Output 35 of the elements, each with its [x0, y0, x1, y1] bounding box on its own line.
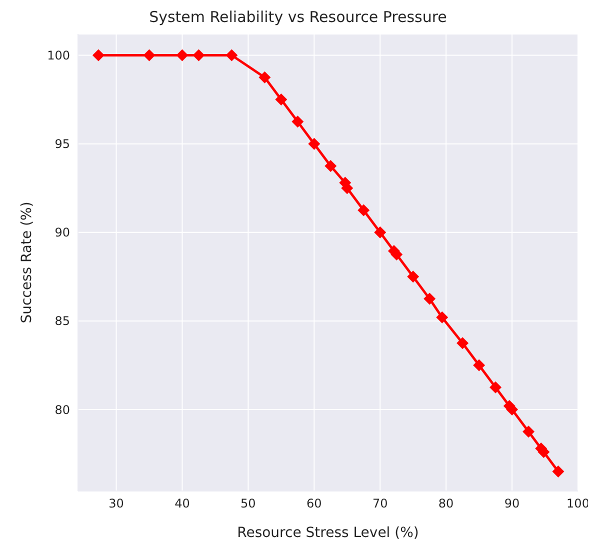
- x-tick-label: 60: [306, 496, 322, 511]
- y-tick-label: 90: [54, 226, 70, 240]
- point: [424, 292, 436, 305]
- point: [456, 337, 469, 350]
- y-tick-label: 95: [54, 137, 70, 152]
- point: [324, 160, 337, 172]
- point: [374, 226, 386, 238]
- x-tick-label: 40: [174, 496, 190, 511]
- y-tick-label: 85: [54, 314, 70, 328]
- y-axis-title: Success Rate (%): [18, 202, 35, 324]
- x-tick-label: 70: [372, 496, 388, 511]
- x-tick-label: 30: [108, 496, 124, 511]
- point: [473, 359, 486, 372]
- x-tick-label: 90: [504, 496, 520, 511]
- point: [275, 94, 288, 106]
- point: [308, 138, 320, 150]
- point: [226, 49, 238, 62]
- chart-title: System Reliability vs Resource Pressure: [148, 8, 448, 26]
- point: [552, 466, 564, 478]
- x-tick-label: 80: [438, 496, 454, 511]
- point: [92, 49, 104, 62]
- point: [192, 49, 205, 62]
- point: [522, 426, 535, 438]
- y-tick-label: 80: [54, 402, 70, 417]
- point: [358, 204, 370, 216]
- x-axis-title: Resource Stress Level (%): [237, 525, 419, 541]
- point: [407, 270, 420, 283]
- point: [143, 49, 156, 62]
- y-tick-label: 100: [47, 48, 70, 63]
- point: [436, 311, 448, 324]
- point: [258, 71, 271, 84]
- point: [490, 381, 502, 394]
- point: [292, 116, 304, 128]
- x-tick-label: 50: [240, 496, 256, 511]
- point: [176, 49, 188, 62]
